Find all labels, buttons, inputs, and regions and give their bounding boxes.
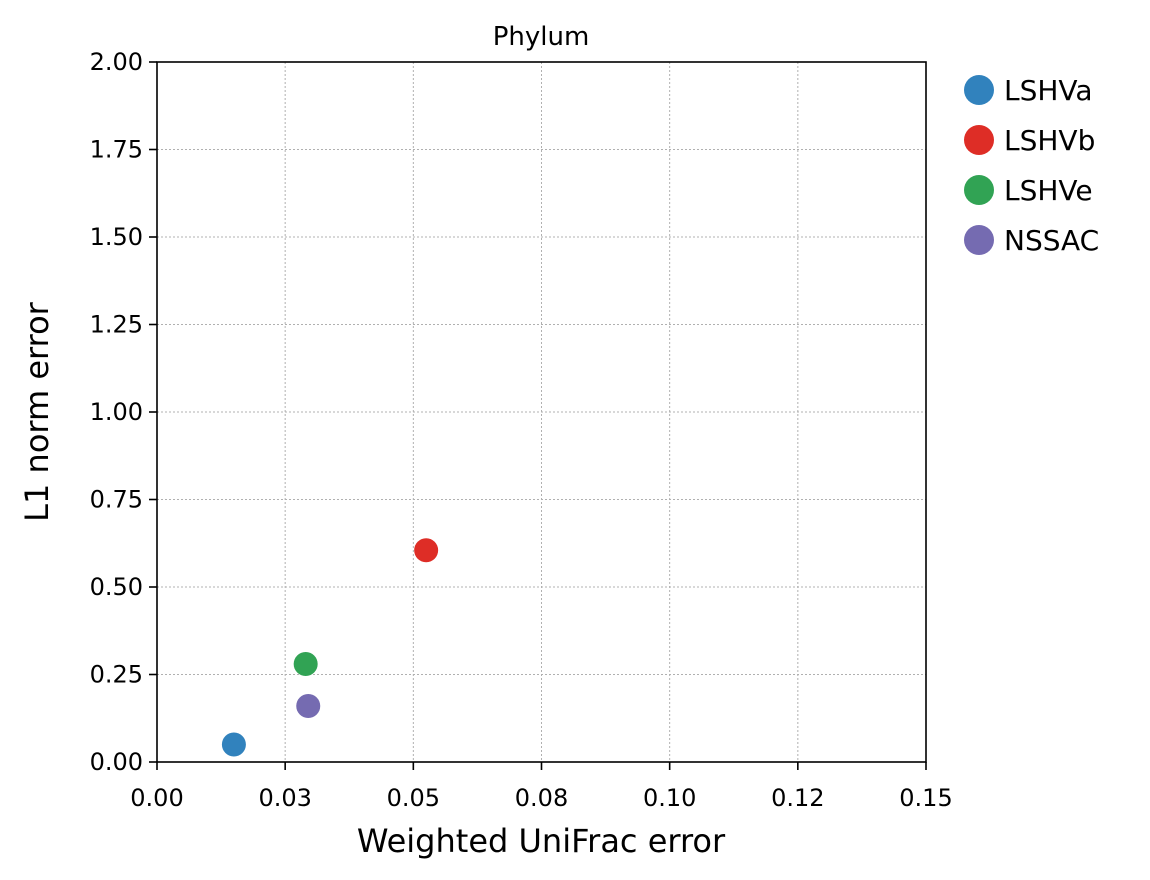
- data-point-lshve: [293, 652, 318, 676]
- y-axis-title: L1 norm error: [18, 301, 56, 521]
- y-tick-label: 1.25: [90, 311, 143, 339]
- x-tick-label: 0.15: [899, 784, 952, 812]
- data-points: [221, 538, 439, 757]
- data-point-nssac: [296, 694, 321, 718]
- x-tick-label: 0.08: [515, 784, 568, 812]
- x-tick-label: 0.10: [643, 784, 696, 812]
- y-tick-label: 2.00: [90, 48, 143, 76]
- legend-marker-lshvb: [964, 125, 994, 155]
- y-tick-label: 0.00: [90, 748, 143, 776]
- y-axis-ticks: 0.00 0.25 0.50 0.75 1.00 1.25 1.50 1.75 2.00: [90, 48, 157, 776]
- x-tick-label: 0.03: [258, 784, 311, 812]
- data-point-lshva: [221, 732, 246, 757]
- x-axis-title: Weighted UniFrac error: [357, 822, 726, 860]
- chart-title: Phylum: [493, 22, 590, 52]
- legend-label-lshvb: LSHVb: [1004, 124, 1095, 157]
- y-tick-label: 0.25: [90, 661, 143, 689]
- grid-lines: [156, 61, 927, 763]
- legend-marker-lshva: [964, 75, 994, 105]
- y-tick-label: 1.75: [90, 136, 143, 164]
- legend: LSHVa LSHVb LSHVe NSSAC: [964, 74, 1099, 257]
- legend-marker-lshve: [964, 175, 994, 205]
- legend-marker-nssac: [964, 225, 994, 255]
- legend-label-nssac: NSSAC: [1004, 224, 1099, 257]
- y-tick-label: 0.50: [90, 573, 143, 601]
- x-tick-label: 0.12: [771, 784, 824, 812]
- legend-label-lshva: LSHVa: [1004, 74, 1093, 107]
- x-axis-ticks: 0.00 0.03 0.05 0.08 0.10 0.12 0.15: [130, 762, 953, 812]
- y-tick-label: 0.75: [90, 486, 143, 514]
- legend-label-lshve: LSHVe: [1004, 174, 1093, 207]
- x-tick-label: 0.00: [130, 784, 183, 812]
- x-tick-label: 0.05: [387, 784, 440, 812]
- y-tick-label: 1.00: [90, 398, 143, 426]
- y-tick-label: 1.50: [90, 223, 143, 251]
- data-point-lshvb: [414, 538, 439, 563]
